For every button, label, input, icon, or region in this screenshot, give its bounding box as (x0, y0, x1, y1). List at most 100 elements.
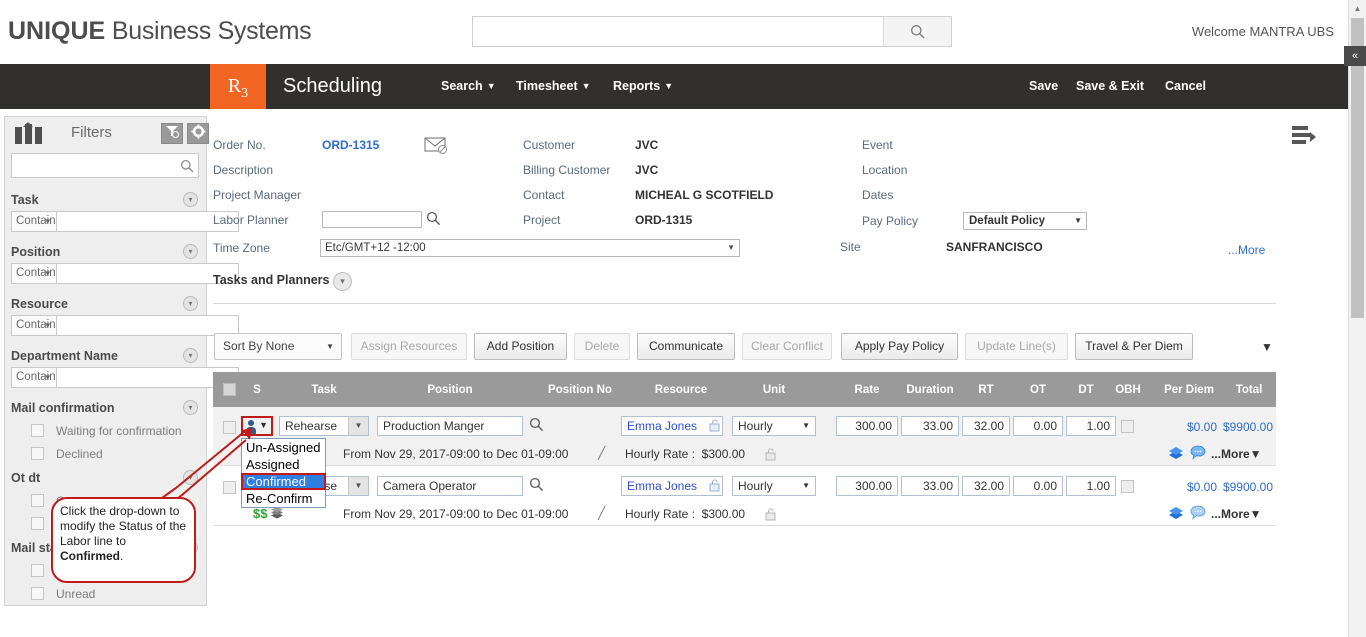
nav-menu-timesheet[interactable]: Timesheet ▼ (516, 64, 591, 109)
filter-department-operator[interactable]: Contain ▼ (11, 367, 57, 388)
filter-clear-icon[interactable] (161, 123, 183, 144)
scroll-up-arrow-icon[interactable]: ▲ (1353, 4, 1362, 13)
ot-input[interactable]: 0.00 (1013, 416, 1063, 436)
column-header-task[interactable]: Task (311, 383, 337, 396)
status-option-confirmed[interactable]: Confirmed (241, 473, 326, 490)
cancel-button[interactable]: Cancel (1165, 79, 1206, 93)
row-select-checkbox[interactable] (223, 481, 236, 494)
column-header-dt[interactable]: DT (1078, 383, 1094, 396)
save-button[interactable]: Save (1029, 79, 1059, 93)
rate-input[interactable]: 300.00 (836, 476, 898, 496)
chevron-down-icon[interactable]: ▾ (183, 192, 198, 207)
list-item[interactable]: Declined (11, 442, 199, 465)
checkbox-declined[interactable] (31, 447, 44, 460)
pay-policy-select[interactable]: Default Policy ▼ (963, 212, 1087, 230)
column-header-rt[interactable]: RT (978, 383, 994, 396)
value-order-no[interactable]: ORD-1315 (322, 138, 380, 152)
filters-search-box[interactable] (11, 153, 199, 178)
scrollbar-thumb[interactable] (1351, 18, 1364, 318)
global-search-button[interactable] (883, 17, 951, 46)
column-header-unit[interactable]: Unit (762, 383, 786, 396)
duration-input[interactable]: 33.00 (901, 476, 959, 496)
column-header-duration[interactable]: Duration (906, 383, 954, 396)
r3-logo[interactable]: R3 (210, 64, 266, 109)
select-all-checkbox[interactable] (223, 383, 236, 396)
status-option-re-confirm[interactable]: Re-Confirm (246, 491, 313, 506)
collapse-header-button[interactable]: « (1344, 46, 1366, 66)
list-item[interactable]: Waiting for confirmation (11, 419, 199, 442)
assign-resources-button[interactable]: Assign Resources (351, 333, 467, 360)
lock-open-icon[interactable] (709, 419, 721, 432)
lock-open-icon[interactable] (709, 479, 721, 492)
save-and-exit-button[interactable]: Save & Exit (1076, 79, 1145, 93)
rate-input[interactable]: 300.00 (836, 416, 898, 436)
filters-search-input[interactable] (12, 154, 176, 177)
row-more-link[interactable]: ...More▼ (1211, 507, 1262, 521)
row-more-link[interactable]: ...More▼ (1211, 447, 1262, 461)
column-header-total[interactable]: Total (1235, 383, 1263, 396)
unit-select[interactable]: Hourly ▼ (732, 416, 816, 436)
layers-icon[interactable] (270, 506, 284, 520)
rt-input[interactable]: 32.00 (962, 476, 1010, 496)
chevron-down-icon[interactable]: ▾ (333, 272, 352, 291)
status-dropdown-list[interactable]: Un-Assigned Assigned Confirmed Re-Confir… (241, 438, 326, 508)
column-header-obh[interactable]: OBH (1115, 383, 1141, 396)
obh-checkbox[interactable] (1121, 420, 1134, 433)
lock-open-icon[interactable] (765, 448, 777, 461)
gear-icon[interactable] (187, 123, 209, 144)
checkbox-dt[interactable] (31, 517, 44, 530)
nav-menu-search[interactable]: Search ▼ (441, 64, 496, 109)
column-header-resource[interactable]: Resource (654, 383, 708, 396)
lock-open-icon[interactable] (765, 508, 777, 521)
chevron-down-icon[interactable]: ▾ (183, 296, 198, 311)
add-position-button[interactable]: Add Position (474, 333, 567, 360)
obh-checkbox[interactable] (1121, 480, 1134, 493)
delete-button[interactable]: Delete (574, 333, 630, 360)
position-input[interactable]: Production Manger (377, 416, 523, 436)
resource-input[interactable]: Emma Jones (621, 416, 723, 436)
duration-input[interactable]: 33.00 (901, 416, 959, 436)
panel-expand-icon[interactable] (1292, 126, 1318, 146)
books-icon[interactable] (1168, 444, 1184, 462)
filter-department-input[interactable] (56, 367, 239, 388)
dt-input[interactable]: 1.00 (1066, 416, 1116, 436)
position-input[interactable]: Camera Operator (377, 476, 523, 496)
list-item[interactable]: Unread (11, 582, 199, 605)
labor-planner-input[interactable] (322, 211, 422, 228)
ot-input[interactable]: 0.00 (1013, 476, 1063, 496)
row-select-checkbox[interactable] (223, 421, 236, 434)
column-header-position[interactable]: Position (427, 383, 473, 396)
chevron-down-icon[interactable]: ▾ (183, 244, 198, 259)
global-search-box[interactable] (472, 16, 952, 47)
checkbox-read[interactable] (31, 564, 44, 577)
checkbox-ot[interactable] (31, 494, 44, 507)
status-option-assigned[interactable]: Assigned (246, 457, 300, 472)
column-header-per-diem[interactable]: Per Diem (1164, 383, 1214, 396)
task-select[interactable]: Rehearse ▼ (279, 416, 369, 436)
filter-task-input[interactable] (56, 211, 239, 232)
unit-select[interactable]: Hourly ▼ (732, 476, 816, 496)
chevron-down-icon[interactable]: ▾ (183, 470, 198, 485)
column-header-position-no[interactable]: Position No (548, 383, 612, 396)
filter-resource-input[interactable] (56, 315, 239, 336)
global-search-input[interactable] (473, 17, 883, 46)
search-icon[interactable] (176, 154, 198, 177)
checkbox-waiting-for-confirmation[interactable] (31, 424, 44, 437)
search-icon[interactable] (529, 417, 544, 435)
envelope-blocked-icon[interactable] (424, 135, 450, 155)
checkbox-unread[interactable] (31, 587, 44, 600)
toolbar-more-caret-icon[interactable]: ▼ (1261, 340, 1273, 354)
pencil-icon[interactable]: ╱ (598, 446, 606, 460)
column-header-s[interactable]: S (253, 383, 261, 396)
rt-input[interactable]: 32.00 (962, 416, 1010, 436)
status-dropdown-trigger[interactable]: ▼ (241, 416, 273, 436)
more-link-header[interactable]: ...More (1228, 243, 1266, 257)
time-zone-select[interactable]: Etc/GMT+12 -12:00 ▼ (320, 239, 740, 257)
chevron-down-icon[interactable]: ▾ (183, 400, 198, 415)
books-icon[interactable] (1168, 504, 1184, 522)
page-scrollbar[interactable]: ▲ (1348, 0, 1366, 637)
filter-position-operator[interactable]: Contain ▼ (11, 263, 57, 284)
nav-menu-reports[interactable]: Reports ▼ (613, 64, 673, 109)
search-icon[interactable] (426, 211, 441, 229)
column-header-rate[interactable]: Rate (854, 383, 880, 396)
